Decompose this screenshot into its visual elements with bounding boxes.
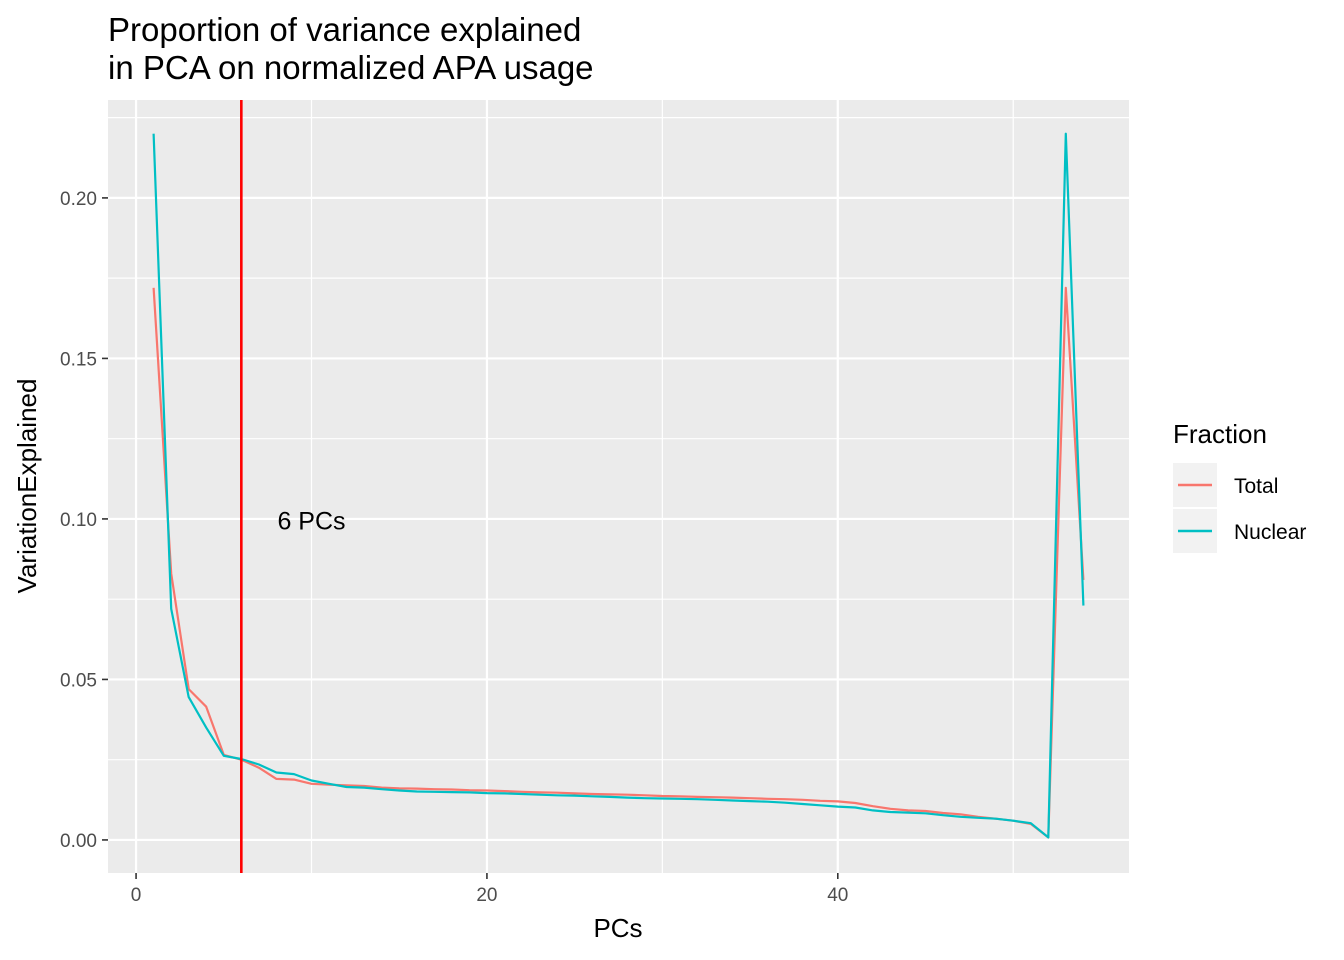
y-tick-label: 0.05 [60, 670, 97, 691]
series-layer [152, 132, 1085, 839]
legend: Total Nuclear [1173, 463, 1306, 553]
minor-gridlines [108, 100, 1129, 873]
legend-title: Fraction [1173, 419, 1267, 449]
y-tick-label: 0.15 [60, 349, 97, 370]
legend-label-nuclear: Nuclear [1234, 521, 1306, 544]
y-tick-label: 0.10 [60, 510, 97, 531]
y-axis: 0.00 0.05 0.10 0.15 0.20 [60, 189, 108, 852]
x-tick-label: 40 [827, 885, 848, 906]
plot-panel [108, 100, 1129, 873]
x-tick-label: 0 [131, 885, 142, 906]
y-tick-label: 0.20 [60, 189, 97, 210]
annotation-6-pcs: 6 PCs [277, 508, 345, 536]
series-line-nuclear [152, 132, 1085, 839]
y-axis-title: VariationExplained [12, 379, 42, 594]
y-tick-label: 0.00 [60, 831, 97, 852]
chart-title-line-1: Proportion of variance explained [108, 11, 581, 48]
chart-title-line-2: in PCA on normalized APA usage [108, 49, 594, 86]
x-axis-title: PCs [593, 913, 642, 943]
x-axis: 0 20 40 [131, 873, 848, 906]
series-line-total [152, 286, 1085, 839]
major-gridlines [108, 100, 1129, 873]
x-tick-label: 20 [476, 885, 497, 906]
legend-label-total: Total [1234, 475, 1278, 498]
